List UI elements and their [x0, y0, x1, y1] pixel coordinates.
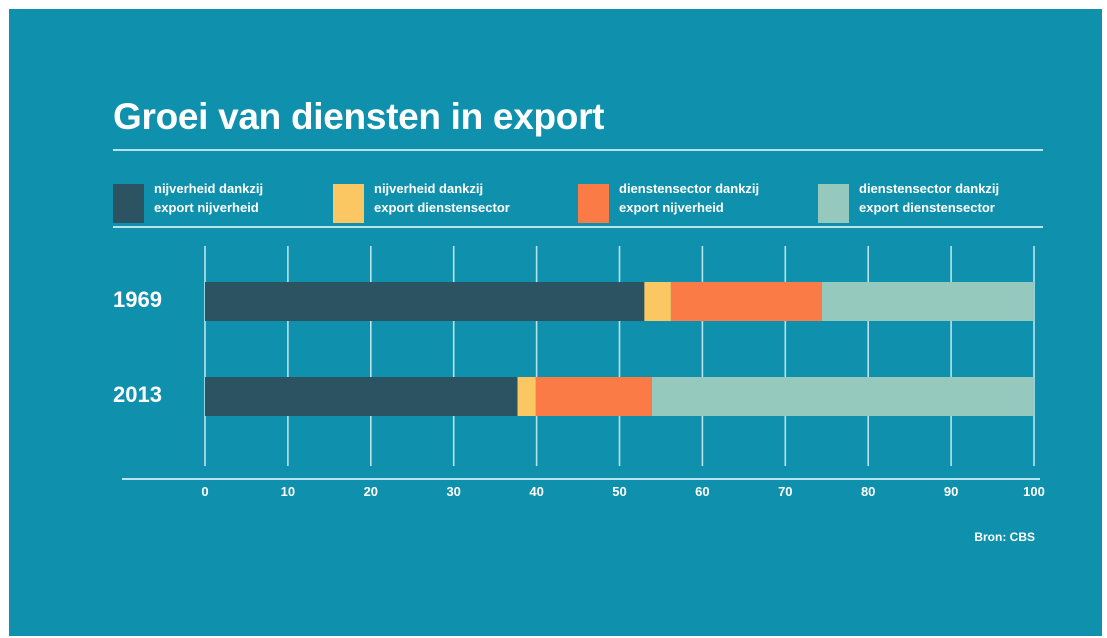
legend-label-line: nijverheid dankzij — [374, 181, 484, 196]
bar-segment — [651, 377, 1034, 416]
bar-segment — [670, 282, 822, 321]
x-tick-label: 40 — [529, 484, 544, 499]
x-tick-label: 0 — [201, 484, 209, 499]
x-tick-label: 50 — [612, 484, 627, 499]
legend-swatch — [113, 184, 144, 223]
legend-label-line: dienstensector dankzij — [619, 181, 760, 196]
source-note: Bron: CBS — [974, 530, 1035, 544]
infographic-panel — [9, 9, 1102, 636]
x-tick-label: 30 — [446, 484, 461, 499]
bar-segment — [535, 377, 652, 416]
chart-title: Groei van diensten in export — [113, 96, 605, 137]
legend-label-line: export dienstensector — [374, 200, 510, 215]
legend-label-line: export nijverheid — [619, 200, 724, 215]
category-label: 1969 — [113, 287, 162, 312]
x-tick-label: 80 — [860, 484, 876, 499]
legend-swatch — [818, 184, 849, 223]
category-label: 2013 — [113, 382, 162, 407]
bar-segment — [517, 377, 536, 416]
legend-label: nijverheid dankzij export dienstensector — [374, 179, 510, 217]
x-tick-label: 100 — [1023, 484, 1045, 499]
x-tick-label: 10 — [280, 484, 296, 499]
legend-label-line: export dienstensector — [859, 200, 995, 215]
legend-label-line: export nijverheid — [154, 200, 259, 215]
legend-label: dienstensector dankzij export nijverheid — [619, 179, 759, 217]
x-tick-label: 60 — [695, 484, 710, 499]
legend-label-line: nijverheid dankzij — [154, 181, 264, 196]
legend-label: nijverheid dankzij export nijverheid — [154, 179, 263, 217]
legend-swatch — [333, 184, 364, 223]
bar-segment — [205, 282, 645, 321]
x-tick-label: 70 — [778, 484, 793, 499]
legend-label-line: dienstensector dankzij — [859, 181, 1000, 196]
bar-segment — [644, 282, 671, 321]
x-tick-label: 20 — [363, 484, 379, 499]
bar-segment — [205, 377, 518, 416]
bar-segment — [821, 282, 1034, 321]
title-divider — [113, 149, 1043, 151]
legend-label: dienstensector dankzij export dienstensec… — [859, 179, 999, 217]
legend-swatch — [578, 184, 609, 223]
x-tick-label: 90 — [943, 484, 959, 499]
legend-divider — [113, 226, 1043, 228]
